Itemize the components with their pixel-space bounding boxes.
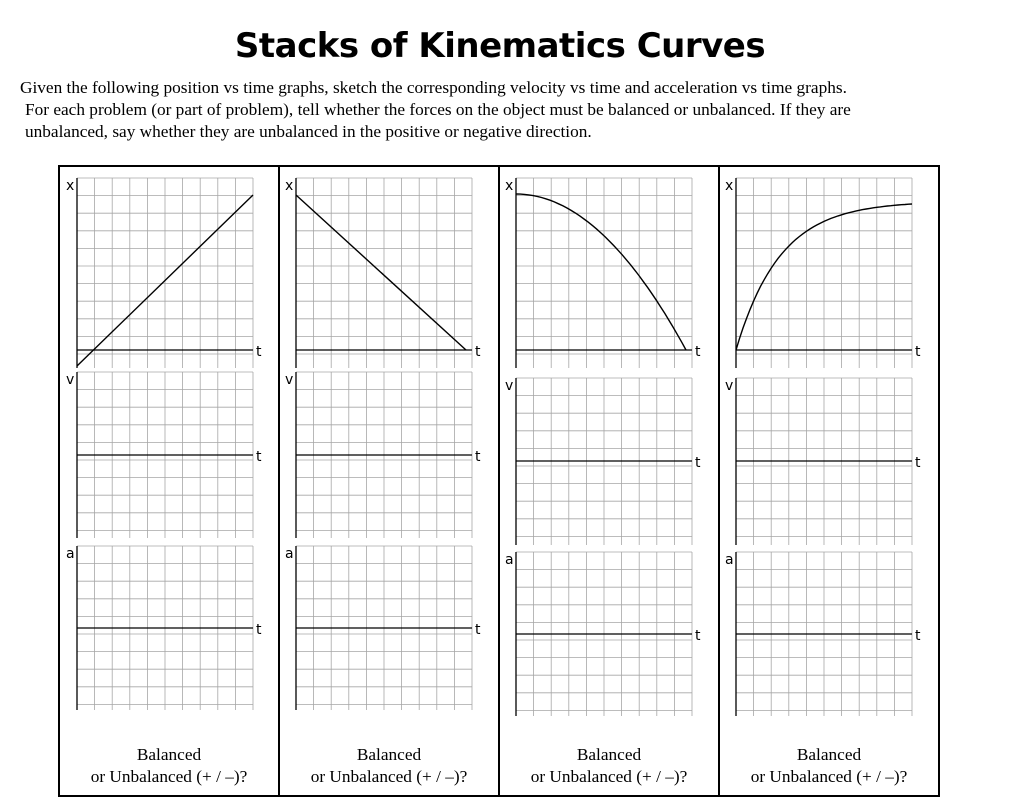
time-axis-label: t: [695, 628, 701, 644]
balanced-prompt: Balanced: [797, 745, 862, 764]
instruction-line: For each problem (or part of problem), t…: [25, 100, 851, 119]
unbalanced-prompt: or Unbalanced (+ / –)?: [751, 767, 908, 786]
acceleration-axis-label: a: [725, 552, 734, 568]
balanced-prompt: Balanced: [577, 745, 642, 764]
time-axis-label: t: [695, 344, 701, 360]
position-curve: [735, 203, 913, 351]
time-axis-label: t: [256, 622, 262, 638]
time-axis-label: t: [475, 622, 481, 638]
instruction-line: Given the following position vs time gra…: [20, 78, 847, 97]
time-axis-label: t: [475, 449, 481, 465]
time-axis-label: t: [475, 344, 481, 360]
unbalanced-prompt: or Unbalanced (+ / –)?: [531, 767, 688, 786]
acceleration-axis-label: a: [505, 552, 514, 568]
time-axis-label: t: [256, 344, 262, 360]
acceleration-graph: at: [285, 545, 481, 710]
time-axis-label: t: [915, 344, 921, 360]
position-axis-label: x: [285, 178, 293, 194]
acceleration-axis-label: a: [285, 546, 294, 562]
velocity-graph: vt: [725, 377, 921, 545]
velocity-graph: vt: [285, 371, 481, 538]
acceleration-graph: at: [66, 545, 262, 710]
position-curve: [76, 194, 254, 367]
velocity-axis-label: v: [285, 372, 293, 388]
instruction-line: unbalanced, say whether they are unbalan…: [25, 122, 592, 141]
position-axis-label: x: [725, 178, 733, 194]
position-graph: xt: [285, 177, 481, 368]
velocity-graph: vt: [505, 377, 701, 545]
position-axis-label: x: [66, 178, 74, 194]
time-axis-label: t: [695, 455, 701, 471]
position-curve: [295, 194, 467, 351]
velocity-graph: vt: [66, 371, 262, 538]
position-graph: xt: [66, 177, 262, 368]
unbalanced-prompt: or Unbalanced (+ / –)?: [91, 767, 248, 786]
position-graph: xt: [505, 177, 701, 368]
time-axis-label: t: [256, 449, 262, 465]
velocity-axis-label: v: [725, 378, 733, 394]
velocity-axis-label: v: [505, 378, 513, 394]
velocity-axis-label: v: [66, 372, 74, 388]
time-axis-label: t: [915, 455, 921, 471]
acceleration-graph: at: [725, 551, 921, 716]
time-axis-label: t: [915, 628, 921, 644]
position-axis-label: x: [505, 178, 513, 194]
page-title: Stacks of Kinematics Curves: [234, 26, 766, 66]
position-curve: [515, 193, 687, 351]
instructions: Given the following position vs time gra…: [20, 77, 995, 143]
acceleration-graph: at: [505, 551, 701, 716]
balanced-prompt: Balanced: [357, 745, 422, 764]
acceleration-axis-label: a: [66, 546, 75, 562]
unbalanced-prompt: or Unbalanced (+ / –)?: [311, 767, 468, 786]
balanced-prompt: Balanced: [137, 745, 202, 764]
position-graph: xt: [725, 177, 921, 368]
